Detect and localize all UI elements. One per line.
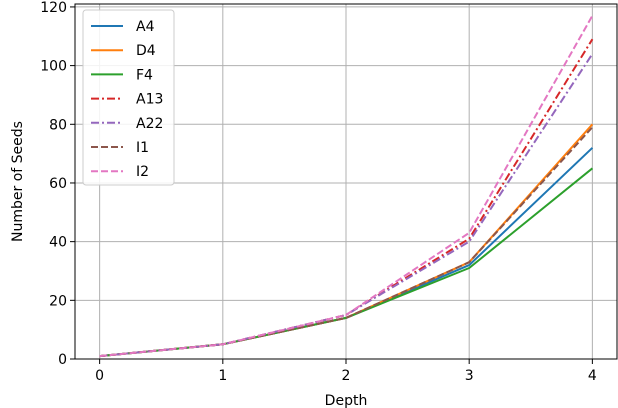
y-tick-label: 40 bbox=[49, 235, 67, 251]
x-tick-label: 0 bbox=[95, 368, 104, 384]
legend-label: D4 bbox=[136, 43, 156, 59]
legend-box bbox=[82, 9, 175, 186]
legend-label: I2 bbox=[136, 164, 149, 180]
legend-label: A22 bbox=[136, 116, 163, 132]
y-tick-label: 100 bbox=[40, 59, 67, 75]
legend-label: A4 bbox=[136, 19, 155, 35]
y-axis-label: Number of Seeds bbox=[10, 121, 26, 242]
x-axis: 0 1 2 3 4 bbox=[95, 359, 597, 384]
x-tick-label: 3 bbox=[465, 368, 474, 384]
y-tick-label: 20 bbox=[49, 293, 67, 309]
y-tick-label: 0 bbox=[58, 352, 67, 368]
legend-label: A13 bbox=[136, 92, 163, 108]
y-tick-label: 80 bbox=[49, 117, 67, 133]
legend-label: I1 bbox=[136, 140, 149, 156]
legend: A4 D4 F4 A13 A22 I1 I2 bbox=[82, 9, 175, 186]
legend-label: F4 bbox=[136, 67, 153, 83]
x-tick-label: 1 bbox=[218, 368, 227, 384]
y-tick-label: 60 bbox=[49, 176, 67, 192]
series-lines bbox=[99, 15, 594, 358]
x-tick-label: 4 bbox=[588, 368, 597, 384]
series-line-i2 bbox=[99, 15, 594, 358]
y-axis: 0 20 40 60 80 100 120 bbox=[40, 0, 75, 368]
x-tick-label: 2 bbox=[342, 368, 351, 384]
x-axis-label: Depth bbox=[325, 393, 368, 408]
y-tick-label: 120 bbox=[40, 0, 67, 16]
